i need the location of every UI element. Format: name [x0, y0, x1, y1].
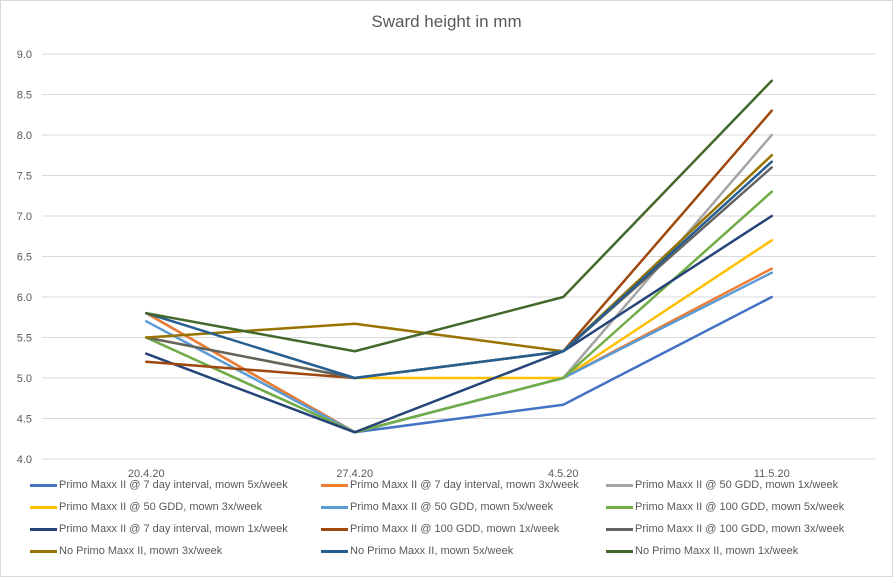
legend-item: Primo Maxx II @ 100 GDD, mown 3x/week — [606, 523, 844, 535]
legend-item: Primo Maxx II @ 7 day interval, mown 3x/… — [321, 479, 579, 491]
legend-swatch — [321, 483, 348, 487]
y-tick-label: 5.5 — [17, 333, 32, 345]
legend-swatch — [321, 549, 348, 553]
legend-label: Primo Maxx II @ 7 day interval, mown 1x/… — [59, 523, 288, 535]
legend-swatch — [606, 505, 633, 509]
legend-item: Primo Maxx II @ 50 GDD, mown 5x/week — [321, 501, 553, 513]
legend-label: No Primo Maxx II, mown 5x/week — [350, 545, 514, 557]
x-tick-label: 4.5.20 — [548, 468, 579, 480]
x-tick-label: 20.4.20 — [128, 468, 165, 480]
y-tick-label: 9.0 — [17, 49, 32, 61]
y-tick-label: 7.5 — [17, 171, 32, 183]
series-line — [145, 79, 773, 353]
y-tick-label: 8.5 — [17, 90, 32, 102]
legend-item: Primo Maxx II @ 100 GDD, mown 5x/week — [606, 501, 844, 513]
legend-item: Primo Maxx II @ 50 GDD, mown 3x/week — [30, 501, 262, 513]
y-tick-label: 4.0 — [17, 454, 32, 466]
legend-swatch — [606, 483, 633, 487]
x-tick-label: 27.4.20 — [336, 468, 373, 480]
legend-label: Primo Maxx II @ 50 GDD, mown 3x/week — [59, 501, 263, 513]
legend-item: No Primo Maxx II, mown 3x/week — [30, 545, 222, 557]
legend-label: No Primo Maxx II, mown 3x/week — [59, 545, 223, 557]
y-tick-label: 7.0 — [17, 211, 32, 223]
legend-item: No Primo Maxx II, mown 5x/week — [321, 545, 513, 557]
legend-swatch — [606, 527, 633, 531]
y-tick-label: 6.0 — [17, 292, 32, 304]
legend-swatch — [30, 483, 57, 487]
legend-label: Primo Maxx II @ 100 GDD, mown 3x/week — [635, 523, 845, 535]
series-line — [145, 214, 773, 434]
legend-item: Primo Maxx II @ 7 day interval, mown 5x/… — [30, 479, 288, 491]
legend-swatch — [321, 505, 348, 509]
legend-label: Primo Maxx II @ 100 GDD, mown 5x/week — [635, 501, 845, 513]
legend-swatch — [30, 505, 57, 509]
legend-label: Primo Maxx II @ 7 day interval, mown 3x/… — [350, 479, 579, 491]
legend-swatch — [30, 527, 57, 531]
y-tick-label: 5.0 — [17, 373, 32, 385]
legend-label: Primo Maxx II @ 50 GDD, mown 5x/week — [350, 501, 554, 513]
series-line — [145, 190, 773, 434]
legend-swatch — [30, 549, 57, 553]
series-line — [145, 267, 773, 434]
x-tick-label: 11.5.20 — [754, 468, 790, 480]
legend-label: Primo Maxx II @ 100 GDD, mown 1x/week — [350, 523, 560, 535]
series-line — [145, 239, 773, 380]
legend-item: Primo Maxx II @ 50 GDD, mown 1x/week — [606, 479, 838, 491]
legend-item: Primo Maxx II @ 7 day interval, mown 1x/… — [30, 523, 288, 535]
legend-item: No Primo Maxx II, mown 1x/week — [606, 545, 798, 557]
legend-label: Primo Maxx II @ 50 GDD, mown 1x/week — [635, 479, 839, 491]
legend-item: Primo Maxx II @ 100 GDD, mown 1x/week — [321, 523, 559, 535]
y-tick-label: 6.5 — [17, 252, 32, 264]
legend-swatch — [606, 549, 633, 553]
chart-title: Sward height in mm — [371, 12, 522, 31]
y-tick-label: 8.0 — [17, 130, 32, 142]
legend-label: No Primo Maxx II, mown 1x/week — [635, 545, 799, 557]
legend-label: Primo Maxx II @ 7 day interval, mown 5x/… — [59, 479, 288, 491]
series-line — [145, 154, 773, 353]
legend-swatch — [321, 527, 348, 531]
y-tick-label: 4.5 — [17, 414, 32, 426]
series-line — [145, 160, 773, 380]
